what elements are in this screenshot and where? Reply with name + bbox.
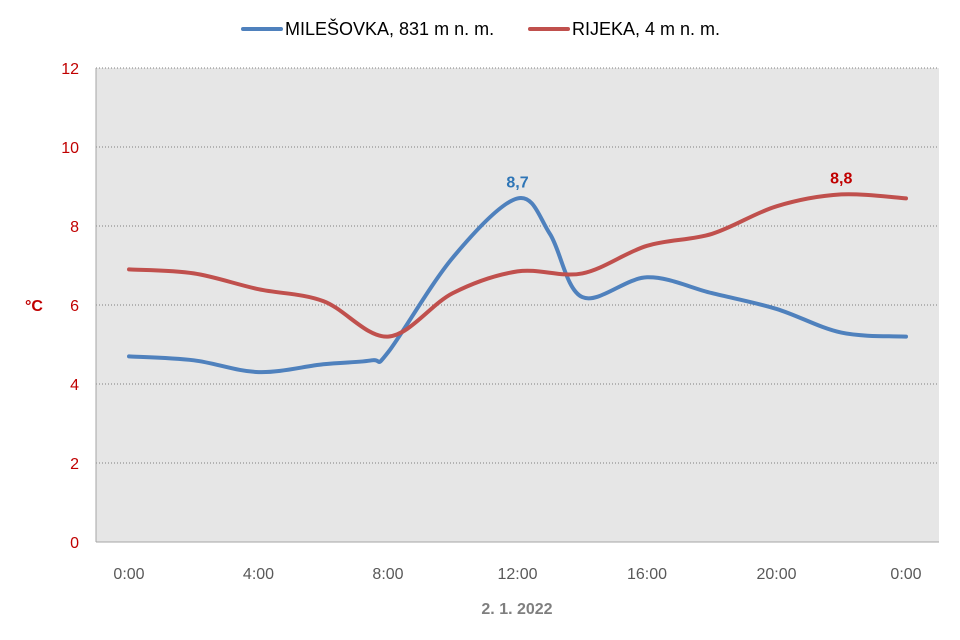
data-labels: 8,7 8,8 [506,170,852,191]
y-tick-label: 6 [70,298,79,315]
x-tick-labels: 0:00 4:00 8:00 12:00 16:00 20:00 0:00 [113,566,921,583]
data-label-0: 8,7 [506,174,528,191]
y-tick-label: 12 [61,61,79,78]
x-tick-label: 0:00 [113,566,144,583]
axes [95,68,939,543]
y-tick-label: 0 [70,535,79,552]
y-tick-label: 8 [70,219,79,236]
x-tick-label: 8:00 [372,566,403,583]
x-tick-label: 20:00 [756,566,796,583]
x-tick-label: 0:00 [890,566,921,583]
x-tick-label: 16:00 [627,566,667,583]
series-lines [127,192,908,375]
y-tick-label: 4 [70,377,79,394]
x-axis-label: 2. 1. 2022 [481,601,552,618]
legend-label-1: RIJEKA, 4 m n. m. [572,19,720,39]
series-line-0 [127,196,908,375]
y-tick-label: 10 [61,140,79,157]
series-line-1 [127,192,908,339]
legend: MILEŠOVKA, 831 m n. m. RIJEKA, 4 m n. m. [241,18,720,39]
legend-label-0: MILEŠOVKA, 831 m n. m. [285,18,494,39]
y-tick-label: 2 [70,456,79,473]
gridlines [96,67,939,464]
x-tick-label: 4:00 [243,566,274,583]
x-tick-label: 12:00 [497,566,537,583]
data-label-1: 8,8 [830,170,852,187]
y-axis-label: °C [25,298,43,315]
y-tick-labels: 0 2 4 6 8 10 12 [61,61,79,552]
